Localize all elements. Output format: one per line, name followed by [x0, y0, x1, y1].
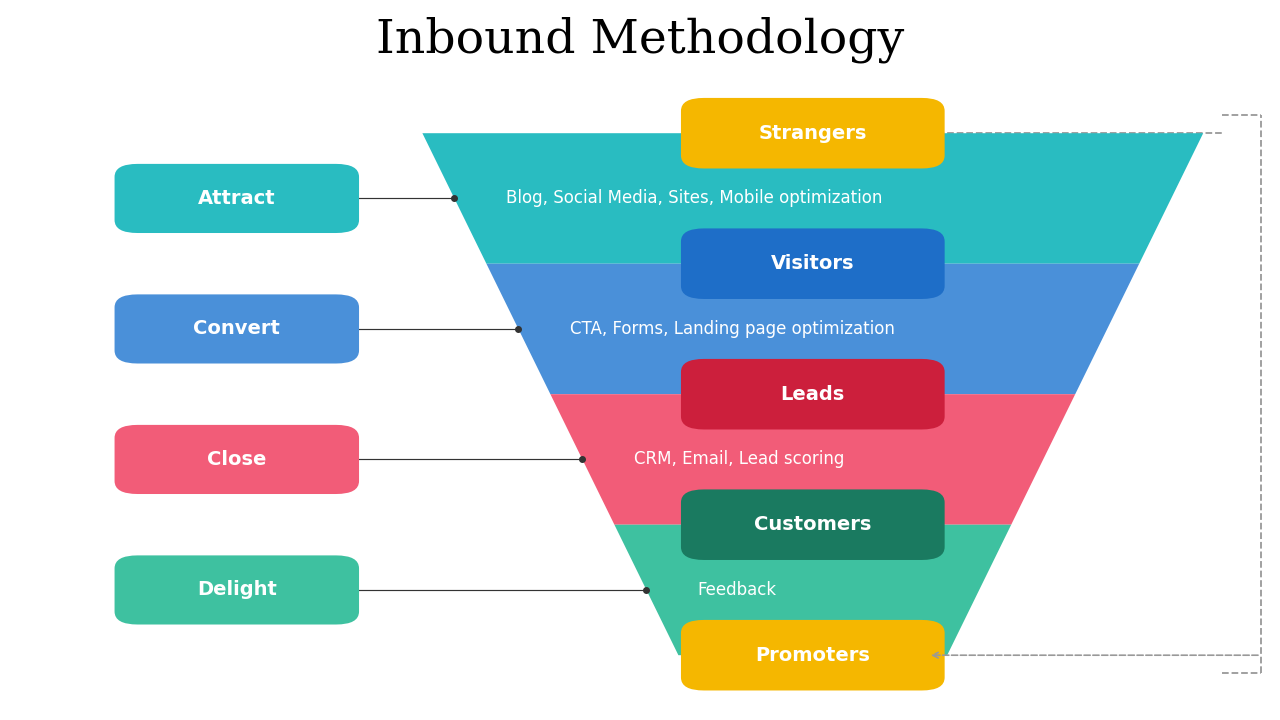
Text: Customers: Customers	[754, 516, 872, 534]
Text: Promoters: Promoters	[755, 646, 870, 665]
FancyBboxPatch shape	[681, 228, 945, 299]
Text: Convert: Convert	[193, 320, 280, 338]
FancyBboxPatch shape	[115, 294, 358, 364]
FancyBboxPatch shape	[681, 359, 945, 429]
Polygon shape	[486, 264, 1139, 395]
Text: Attract: Attract	[198, 189, 275, 208]
Polygon shape	[614, 525, 1011, 655]
FancyBboxPatch shape	[681, 98, 945, 168]
Text: Blog, Social Media, Sites, Mobile optimization: Blog, Social Media, Sites, Mobile optimi…	[506, 189, 882, 207]
FancyBboxPatch shape	[115, 425, 358, 494]
Text: Inbound Methodology: Inbound Methodology	[376, 17, 904, 63]
Text: Close: Close	[207, 450, 266, 469]
Polygon shape	[422, 133, 1203, 264]
Text: Leads: Leads	[781, 384, 845, 404]
Text: Strangers: Strangers	[759, 124, 867, 143]
Text: CRM, Email, Lead scoring: CRM, Email, Lead scoring	[634, 451, 844, 469]
Polygon shape	[550, 395, 1075, 525]
Text: CTA, Forms, Landing page optimization: CTA, Forms, Landing page optimization	[570, 320, 895, 338]
Text: Delight: Delight	[197, 580, 276, 600]
FancyBboxPatch shape	[681, 620, 945, 690]
Text: Visitors: Visitors	[771, 254, 855, 273]
FancyBboxPatch shape	[681, 490, 945, 560]
Text: Feedback: Feedback	[698, 581, 777, 599]
FancyBboxPatch shape	[115, 164, 358, 233]
FancyBboxPatch shape	[115, 555, 358, 624]
